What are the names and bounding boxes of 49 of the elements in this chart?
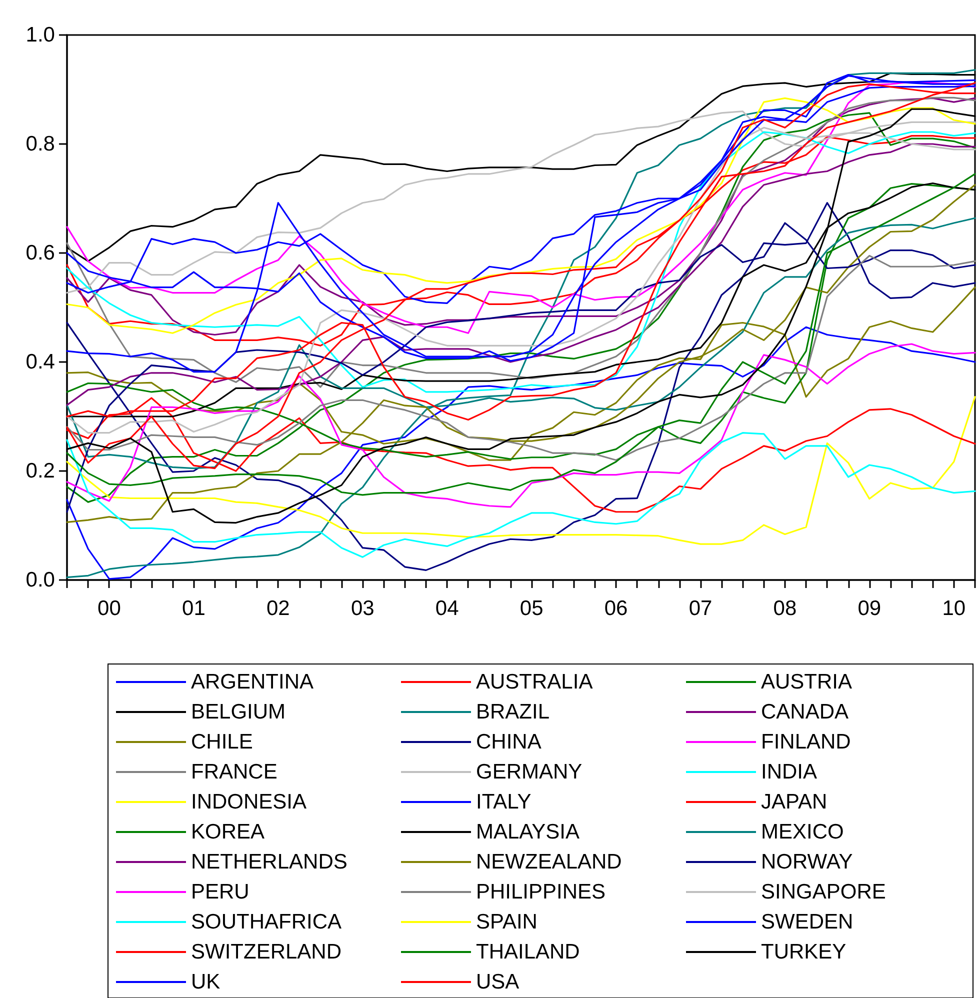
- y-tick-label: 0.4: [26, 350, 56, 374]
- legend-label: TURKEY: [761, 940, 846, 964]
- legend-label: AUSTRIA: [761, 670, 852, 694]
- y-tick-label: 1.0: [26, 24, 55, 46]
- legend-label: FRANCE: [191, 760, 278, 784]
- x-tick-label: 03: [350, 597, 374, 620]
- x-tick-label: 00: [98, 597, 121, 620]
- legend-label: MEXICO: [761, 820, 844, 844]
- legend-label: INDIA: [761, 760, 818, 784]
- legend-label: KOREA: [191, 820, 265, 844]
- legend-label: SOUTHAFRICA: [191, 910, 342, 934]
- x-tick-label: 02: [266, 597, 290, 620]
- y-tick-label: 0.8: [26, 132, 55, 156]
- legend-label: MALAYSIA: [476, 820, 580, 844]
- legend-label: INDONESIA: [191, 790, 307, 814]
- legend-label: PERU: [191, 880, 250, 904]
- legend-label: CHILE: [191, 730, 253, 754]
- legend-label: CANADA: [761, 700, 849, 724]
- legend-label: SWEDEN: [761, 910, 854, 934]
- x-tick-label: 10: [942, 597, 966, 620]
- x-tick-label: 09: [858, 597, 882, 620]
- legend-label: SPAIN: [476, 910, 538, 934]
- x-tick-label: 07: [688, 597, 712, 620]
- legend-label: SWITZERLAND: [191, 940, 342, 964]
- legend-label: UK: [191, 970, 220, 994]
- x-tick-label: 06: [604, 597, 628, 620]
- legend-label: NETHERLANDS: [191, 850, 348, 874]
- legend-label: THAILAND: [476, 940, 580, 964]
- legend-label: SINGAPORE: [761, 880, 886, 904]
- legend-label: CHINA: [476, 730, 542, 754]
- legend-label: ITALY: [476, 790, 532, 814]
- legend-label: NEWZEALAND: [476, 850, 622, 874]
- x-tick-label: 04: [435, 597, 460, 620]
- legend-label: GERMANY: [476, 760, 582, 784]
- legend-label: USA: [476, 970, 520, 994]
- legend-label: BELGIUM: [191, 700, 286, 724]
- legend-label: AUSTRALIA: [476, 670, 593, 694]
- legend-label: ARGENTINA: [191, 670, 314, 694]
- legend-label: BRAZIL: [476, 700, 550, 724]
- x-tick-label: 01: [182, 597, 206, 620]
- legend-label: NORWAY: [761, 850, 853, 874]
- x-tick-label: 05: [520, 597, 544, 620]
- y-tick-label: 0.2: [26, 460, 55, 482]
- legend-label: PHILIPPINES: [476, 880, 606, 904]
- legend-label: FINLAND: [761, 730, 851, 754]
- y-tick-label: 0.6: [26, 242, 55, 264]
- x-tick-label: 08: [773, 597, 797, 620]
- y-tick-label: 0.0: [26, 568, 55, 592]
- legend-label: JAPAN: [761, 790, 828, 814]
